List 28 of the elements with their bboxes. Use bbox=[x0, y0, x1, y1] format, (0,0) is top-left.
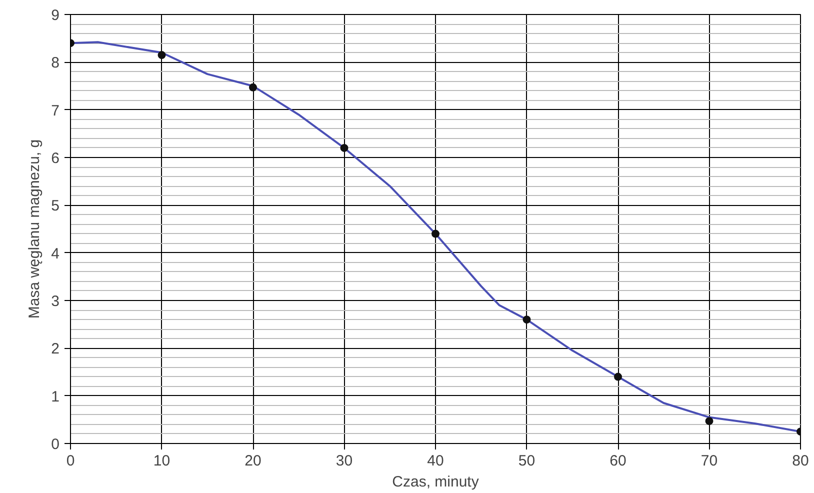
point bbox=[432, 230, 440, 238]
point bbox=[158, 51, 166, 60]
y-tick-label: 9 bbox=[51, 7, 60, 24]
y-tick-label: 6 bbox=[51, 150, 60, 167]
y-tick-label: 5 bbox=[51, 198, 60, 215]
x-tick-label: 40 bbox=[427, 452, 444, 470]
x-tick-label: 80 bbox=[792, 452, 809, 470]
point bbox=[522, 316, 531, 324]
y-tick-label: 4 bbox=[51, 245, 60, 262]
y-tick-label: 7 bbox=[51, 102, 60, 120]
y-tick-label: 0 bbox=[51, 436, 60, 453]
x-axis-title: Czas, minuty bbox=[392, 474, 480, 490]
y-tick-label: 3 bbox=[51, 293, 60, 310]
y-tick-label: 8 bbox=[51, 54, 60, 72]
point bbox=[705, 417, 714, 426]
point bbox=[249, 83, 257, 92]
x-tick-label: 30 bbox=[336, 452, 353, 470]
y-tick-label: 2 bbox=[51, 340, 60, 358]
y-axis-title: Masa węglanu magnezu, g bbox=[26, 139, 44, 319]
point bbox=[614, 372, 622, 381]
x-tick-label: 50 bbox=[518, 452, 536, 470]
x-tick-label: 70 bbox=[700, 452, 718, 470]
x-tick-label: 60 bbox=[610, 452, 626, 470]
point bbox=[340, 144, 348, 152]
x-tick-label: 0 bbox=[66, 452, 75, 470]
y-tick-label: 1 bbox=[51, 388, 60, 406]
x-tick-label: 10 bbox=[153, 452, 170, 470]
x-tick-label: 20 bbox=[244, 452, 262, 470]
